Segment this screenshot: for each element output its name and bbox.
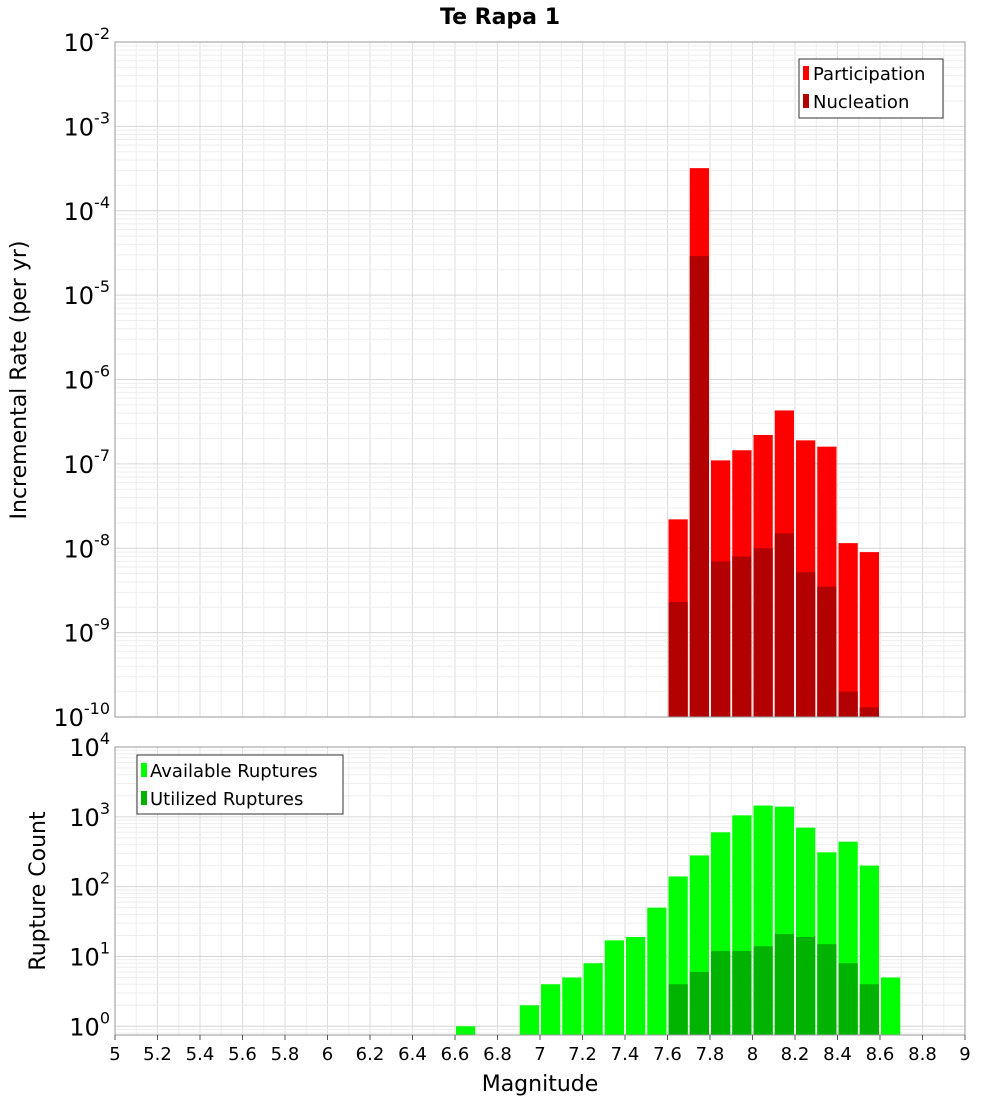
x-tick-label: 7.6 [653, 1044, 682, 1065]
bottom-bar-utilized-ruptures [732, 950, 752, 1035]
top-y-ticks: 10-10 10-9 10-8 10-7 10-6 10-5 10-4 10-3 10-2 [53, 24, 110, 732]
bottom-bar-utilized-ruptures [838, 963, 858, 1035]
bottom-y-axis-label: Rupture Count [26, 811, 51, 971]
top-plot-frame [114, 41, 966, 718]
bottom-bar-utilized-ruptures [689, 971, 709, 1035]
legend-label-participation: Participation [813, 64, 925, 85]
top-bar-nucleation [796, 572, 816, 717]
bottom-bar-available-ruptures [541, 984, 561, 1035]
top-bar-nucleation [838, 691, 858, 717]
bottom-bar-utilized-ruptures [774, 933, 794, 1035]
x-tick-label: 6.6 [441, 1044, 470, 1065]
x-tick-label: 6.4 [398, 1044, 427, 1065]
x-tick-label: 6.2 [356, 1044, 385, 1065]
top-y-tick-label: 10-6 [64, 362, 111, 395]
bottom-bar-utilized-ruptures [796, 936, 816, 1035]
top-bar-nucleation [774, 533, 794, 717]
bottom-bars [456, 805, 901, 1035]
bottom-bar-utilized-ruptures [753, 946, 773, 1035]
x-tick-label: 7 [534, 1044, 545, 1065]
top-bar-nucleation [817, 586, 837, 717]
x-tick-label: 5.6 [228, 1044, 257, 1065]
top-y-tick-label: 10-7 [64, 446, 111, 479]
bottom-y-ticks: 100 101 102 103 104 [69, 729, 110, 1041]
bottom-bar-available-ruptures [647, 907, 667, 1035]
top-bar-nucleation [689, 256, 709, 717]
bottom-bar-utilized-ruptures [711, 950, 731, 1035]
top-bar-participation [838, 543, 858, 717]
x-tick-label: 7.8 [696, 1044, 725, 1065]
bottom-y-tick-label: 102 [69, 869, 110, 902]
top-y-tick-label: 10-8 [64, 530, 111, 563]
bottom-bar-utilized-ruptures [668, 984, 688, 1035]
legend-swatch-nucleation [803, 94, 809, 108]
x-tick-label: 6.8 [483, 1044, 512, 1065]
top-y-tick-label: 10-3 [64, 108, 111, 141]
x-tick-label: 8.4 [823, 1044, 852, 1065]
bottom-bar-utilized-ruptures [817, 944, 837, 1035]
top-bar-participation [859, 552, 879, 717]
top-bars [668, 168, 879, 717]
top-y-tick-label: 10-10 [53, 699, 110, 732]
top-bar-nucleation [859, 707, 879, 717]
top-y-tick-label: 10-9 [64, 615, 111, 648]
x-tick-label: 6 [322, 1044, 333, 1065]
top-legend-box [798, 58, 944, 119]
bottom-y-tick-label: 103 [69, 799, 110, 832]
top-y-tick-label: 10-4 [64, 193, 111, 226]
bottom-bar-utilized-ruptures [859, 984, 879, 1035]
bottom-bar-available-ruptures [604, 940, 624, 1035]
legend-label-available: Available Ruptures [150, 761, 318, 782]
bottom-bar-available-ruptures [583, 963, 603, 1035]
legend-label-nucleation: Nucleation [813, 92, 909, 113]
x-tick-label: 5.2 [143, 1044, 172, 1065]
chart-title: Te Rapa 1 [440, 5, 560, 30]
x-tick-label: 8.6 [866, 1044, 895, 1065]
x-tick-label: 7.4 [611, 1044, 640, 1065]
legend-swatch-utilized [141, 791, 147, 805]
bottom-y-tick-label: 101 [69, 938, 110, 971]
legend-swatch-participation [803, 66, 809, 80]
x-tick-label: 9 [959, 1044, 970, 1065]
bottom-bar-available-ruptures [881, 977, 901, 1035]
top-y-axis-label: Incremental Rate (per yr) [7, 241, 32, 520]
bottom-x-ticks: 5 5.2 5.4 5.6 5.8 6 6.2 6.4 6.6 6.8 7 7.2 7.4 7.6 7.8 8… [109, 1035, 971, 1065]
x-tick-label: 7.2 [568, 1044, 597, 1065]
top-y-tick-label: 10-5 [64, 277, 111, 310]
x-tick-label: 5 [109, 1044, 120, 1065]
bottom-bar-available-ruptures [456, 1026, 476, 1035]
top-gridlines [114, 41, 966, 718]
top-bar-nucleation [732, 556, 752, 717]
x-tick-label: 8.2 [781, 1044, 810, 1065]
x-axis-label: Magnitude [482, 1072, 599, 1097]
top-bar-nucleation [711, 561, 731, 717]
bottom-legend-box [136, 754, 344, 815]
top-legend: Participation Nucleation [798, 58, 944, 119]
bottom-bar-available-ruptures [562, 977, 582, 1035]
x-tick-label: 8 [747, 1044, 758, 1065]
bottom-bar-available-ruptures [519, 1005, 539, 1035]
bottom-y-tick-label: 104 [69, 729, 110, 762]
bottom-y-tick-label: 100 [69, 1008, 110, 1041]
top-bar-nucleation [668, 602, 688, 717]
top-y-tick-label: 10-2 [64, 24, 111, 57]
legend-swatch-available [141, 763, 147, 777]
x-tick-label: 5.4 [186, 1044, 215, 1065]
bottom-legend: Available Ruptures Utilized Ruptures [136, 754, 344, 815]
x-tick-label: 5.8 [271, 1044, 300, 1065]
legend-label-utilized: Utilized Ruptures [150, 789, 303, 810]
x-tick-label: 8.8 [908, 1044, 937, 1065]
bottom-bar-available-ruptures [626, 936, 646, 1035]
top-bar-nucleation [753, 548, 773, 717]
